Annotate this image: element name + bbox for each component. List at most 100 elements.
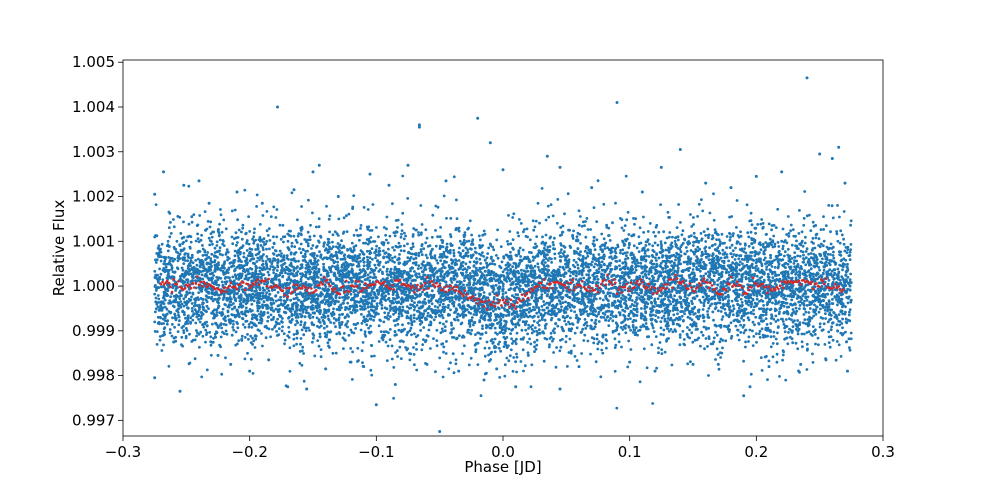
data-point [743, 247, 746, 251]
data-point [161, 278, 165, 281]
data-point [676, 308, 679, 312]
data-point [629, 328, 632, 332]
data-point [417, 231, 420, 234]
data-point [843, 249, 847, 253]
data-point [683, 237, 686, 241]
data-point [227, 303, 231, 306]
data-point [498, 326, 502, 330]
data-point [836, 204, 839, 207]
data-point [209, 259, 213, 263]
data-point [537, 323, 541, 327]
data-point [789, 267, 792, 271]
data-point [549, 313, 553, 317]
data-point [540, 293, 544, 296]
data-point [629, 348, 633, 351]
data-point [823, 306, 827, 309]
data-point [268, 239, 272, 242]
data-point [482, 229, 486, 233]
data-point [802, 292, 806, 296]
data-point [244, 309, 248, 313]
data-point [682, 319, 685, 322]
data-point [270, 306, 274, 310]
data-point [613, 249, 617, 253]
data-point [443, 325, 447, 329]
data-point [224, 227, 228, 231]
data-point [607, 319, 611, 322]
data-point [598, 297, 602, 300]
data-point [400, 223, 404, 226]
data-point [593, 248, 597, 252]
data-point [385, 238, 388, 242]
data-point [608, 294, 612, 298]
data-point [630, 303, 634, 306]
data-point [162, 296, 166, 300]
data-point [224, 282, 228, 286]
data-point [624, 238, 627, 242]
data-point [438, 356, 442, 360]
data-point [434, 244, 438, 248]
data-point [749, 310, 753, 314]
data-point [436, 306, 440, 309]
data-point [689, 213, 692, 216]
data-point [342, 332, 346, 335]
data-point [391, 246, 394, 249]
data-point [585, 217, 589, 220]
data-point [635, 291, 639, 295]
data-point [341, 336, 345, 340]
data-point [440, 313, 444, 317]
data-point [772, 317, 776, 321]
data-point [579, 241, 582, 245]
data-point [647, 255, 651, 258]
data-point [180, 266, 184, 270]
data-point [267, 273, 271, 277]
data-point [771, 276, 775, 279]
data-point [774, 337, 778, 341]
data-point [581, 255, 585, 258]
data-point [207, 236, 211, 240]
data-point [648, 277, 651, 281]
data-point [232, 295, 236, 299]
data-point [744, 340, 747, 344]
data-point [699, 344, 702, 348]
data-point [409, 314, 413, 318]
data-point [600, 268, 604, 272]
data-point [676, 266, 680, 270]
data-point [711, 310, 715, 314]
data-point [667, 288, 671, 291]
data-point [165, 307, 169, 311]
data-point [344, 339, 347, 342]
data-point [819, 228, 823, 232]
data-point [531, 279, 535, 283]
data-point [679, 245, 683, 249]
data-point [666, 210, 670, 214]
data-point [535, 338, 539, 342]
data-point [650, 343, 654, 347]
data-point [454, 362, 458, 366]
data-point [299, 251, 303, 255]
data-point [266, 311, 270, 315]
data-point [412, 320, 416, 323]
data-point [806, 295, 810, 299]
data-point [184, 316, 187, 320]
data-point [634, 268, 638, 272]
data-point [494, 308, 498, 311]
data-point [558, 318, 561, 322]
data-point [201, 244, 204, 247]
data-point [435, 339, 439, 342]
data-point [828, 345, 832, 349]
data-point [696, 215, 699, 218]
data-point [259, 310, 263, 314]
data-point [200, 314, 203, 318]
data-point [671, 330, 675, 334]
data-point [279, 237, 283, 241]
data-point [654, 314, 657, 317]
data-point [311, 211, 314, 215]
data-point [824, 317, 827, 320]
data-point [798, 276, 801, 280]
data-point [529, 342, 533, 346]
data-point [444, 352, 448, 355]
data-point [826, 320, 830, 324]
data-point [680, 305, 684, 309]
data-point [319, 255, 323, 259]
data-point [849, 243, 853, 246]
